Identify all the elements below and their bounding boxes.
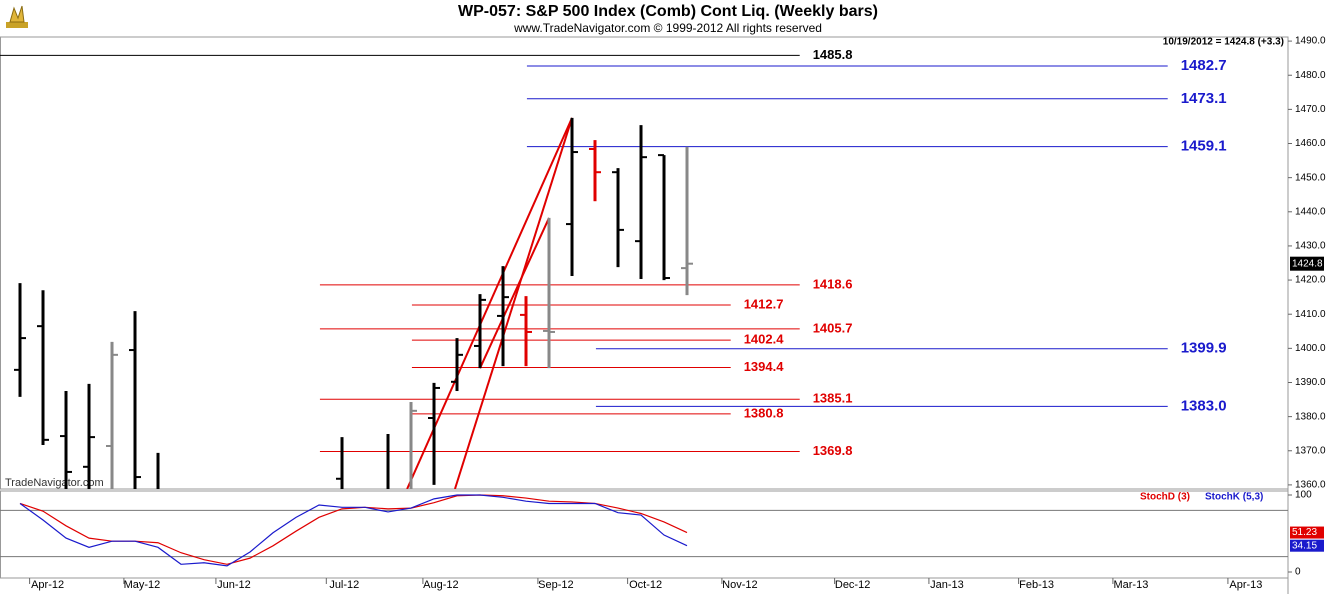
last-price-note: 10/19/2012 = 1424.8 (+3.3) [1163,37,1284,48]
last-value-box [1290,539,1324,552]
y-tick-label: 100 [1295,490,1312,501]
y-tick-label: 1410.0 [1295,309,1326,320]
legend-entry: StochD (3) [1140,492,1190,503]
y-tick-label: 1460.0 [1295,138,1326,149]
y-tick-label: 1430.0 [1295,241,1326,252]
level-label: 1369.8 [813,443,853,458]
stoch-line [19,494,688,567]
level-label: 1473.1 [1181,90,1227,107]
chart-title: WP-057: S&P 500 Index (Comb) Cont Liq. (… [458,3,878,20]
axes: 1490.0 1480.0 1470.0 1460.0 1450.0 1440.0 1430… [29,36,1326,591]
y-tick-label: 1440.0 [1295,206,1326,217]
y-tick-label: 0 [1295,567,1301,578]
y-tick-label: 1360.0 [1295,480,1326,491]
stoch-plot [0,494,1288,567]
y-tick-label: 1420.0 [1295,275,1326,286]
level-label: 1418.6 [813,276,853,291]
level-label: 1405.7 [813,320,853,335]
level-label: 1459.1 [1181,138,1227,155]
x-tick-label: Dec-12 [835,579,870,591]
last-value-label: 34.15 [1292,540,1317,551]
x-tick-label: Jul-12 [329,579,359,591]
last-price-box [1290,256,1324,271]
x-tick-label: Feb-13 [1019,579,1054,591]
level-label: 1394.4 [744,359,785,374]
legend-entry: StochK (5,3) [1205,492,1263,503]
trend-line [453,117,573,489]
price-plot [0,54,1168,489]
level-label: 1399.9 [1181,340,1227,357]
y-tick-label: 1380.0 [1295,411,1326,422]
y-tick-label: 1480.0 [1295,70,1326,81]
level-label: 1402.4 [744,332,785,347]
x-tick-label: May-12 [124,579,161,591]
last-value-box [1290,526,1324,539]
y-tick-label: 1390.0 [1295,377,1326,388]
y-tick-label: 1450.0 [1295,172,1326,183]
level-label: 1482.7 [1181,57,1227,74]
trend-line [479,217,550,369]
x-tick-label: Mar-13 [1113,579,1148,591]
level-label: 1485.8 [813,47,853,62]
chart-subtitle: www.TradeNavigator.com © 1999-2012 All r… [513,21,822,35]
x-tick-label: Apr-13 [1229,579,1262,591]
y-tick-label: 1400.0 [1295,343,1326,354]
x-tick-label: Aug-12 [423,579,458,591]
watermark: TradeNavigator.com [5,477,104,489]
x-tick-label: Jun-12 [217,579,251,591]
x-tick-label: Jan-13 [930,579,964,591]
level-label: 1412.7 [744,296,784,311]
x-tick-label: Sep-12 [538,579,573,591]
y-tick-label: 1370.0 [1295,445,1326,456]
x-tick-label: Nov-12 [722,579,757,591]
logo [6,5,28,28]
level-label: 1380.8 [744,405,784,420]
level-label: 1385.1 [813,391,853,406]
level-label: 1383.0 [1181,397,1227,414]
y-tick-label: 1470.0 [1295,104,1326,115]
last-value-label: 51.23 [1292,527,1317,538]
last-price-label: 1424.8 [1292,258,1323,269]
x-tick-label: Apr-12 [31,579,64,591]
x-tick-label: Oct-12 [629,579,662,591]
y-tick-label: 1490.0 [1295,36,1326,47]
